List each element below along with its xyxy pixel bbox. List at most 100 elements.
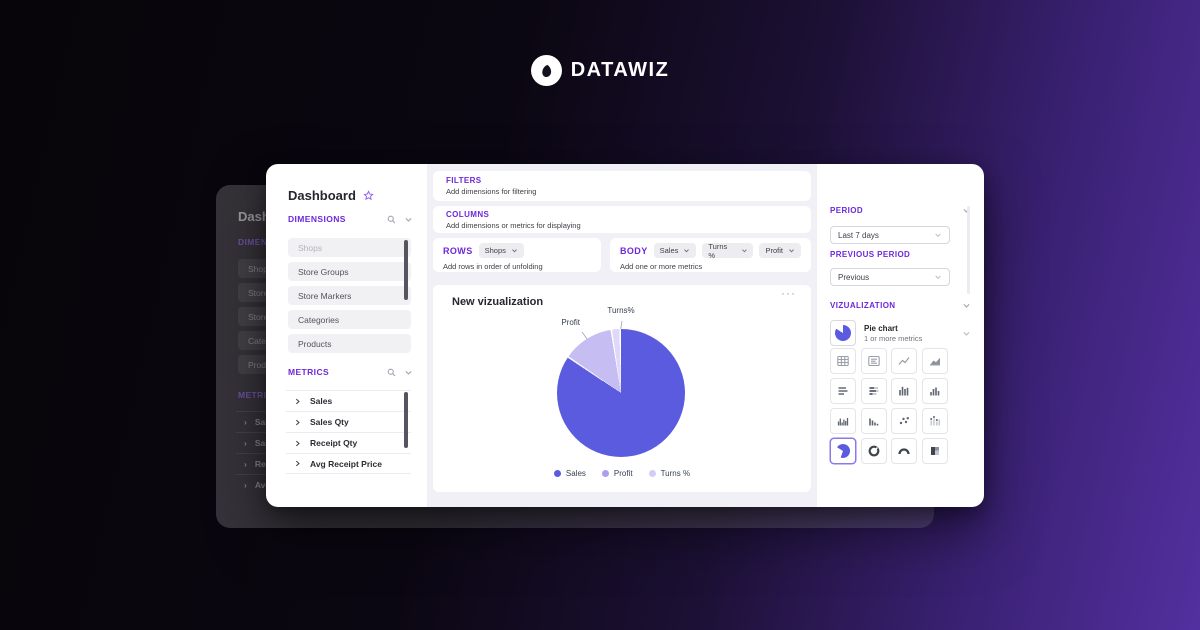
metric-label: Receipt Qty [310, 438, 358, 448]
visualization-card: New vizualization ··· Turns% Profit Sale… [433, 285, 811, 492]
selected-viz-name: Pie chart [864, 323, 898, 333]
metric-item-receipt-qty[interactable]: Receipt Qty [286, 432, 411, 453]
viz-type-donut-chart[interactable] [860, 438, 887, 464]
metric-item-sales-qty[interactable]: Sales Qty [286, 411, 411, 432]
viz-type-bar-horizontal-stacked[interactable] [860, 378, 887, 404]
chip-profit[interactable]: Profit [759, 243, 801, 258]
metric-label: Sales [310, 396, 333, 406]
viz-type-grouped-columns[interactable] [830, 408, 856, 434]
chip-label: Shops [484, 246, 506, 255]
viz-type-grid [830, 348, 948, 464]
dimension-item-products[interactable]: Products [288, 334, 411, 353]
more-options-icon[interactable]: ··· [781, 286, 796, 300]
metric-item-avg-receipt-price[interactable]: Avg Receipt Price [286, 453, 411, 474]
legend-label: Turns % [660, 469, 691, 478]
ghost-chevron: › [244, 480, 247, 490]
viz-type-area-chart[interactable] [921, 348, 948, 374]
dimension-item-shops[interactable]: Shops [288, 238, 411, 257]
viz-type-table[interactable] [830, 348, 856, 374]
selected-viz-type[interactable]: Pie chart 1 or more metrics [830, 318, 971, 348]
pie-callout-profit: Profit [561, 318, 580, 327]
legend-dot-turns [648, 470, 656, 477]
filters-dropzone[interactable]: FILTERS Add dimensions for filtering [433, 171, 811, 201]
logo-wordmark: DATAWIZ [570, 59, 670, 81]
chip-label: Turns % [708, 241, 728, 260]
metrics-scrollbar[interactable] [404, 392, 408, 448]
legend-item-turns[interactable]: Turns % [648, 469, 691, 478]
ghost-metrics-label: METRICS [238, 390, 280, 400]
viz-type-pivot-table[interactable] [860, 348, 887, 374]
chevron-right-icon[interactable] [294, 419, 301, 426]
previous-period-value: Previous [838, 272, 870, 282]
chevron-right-icon[interactable] [294, 398, 301, 405]
viz-type-column-chart[interactable] [921, 378, 948, 404]
builder-column: FILTERS Add dimensions for filtering COL… [427, 164, 817, 507]
left-panel: Dashboard DIMENSIONS Shops Store Groups … [266, 164, 427, 507]
legend-item-sales[interactable]: Sales [553, 469, 586, 478]
favorite-star-icon[interactable] [363, 190, 374, 201]
body-hint: Add one or more metrics [620, 262, 703, 271]
right-panel-scrollbar[interactable] [967, 206, 970, 294]
selected-viz-hint: 1 or more metrics [864, 333, 923, 343]
chevron-down-icon [935, 275, 941, 279]
viz-type-histogram[interactable] [891, 378, 917, 404]
chip-turns-pct[interactable]: Turns % [702, 241, 754, 260]
legend-label: Sales [565, 469, 586, 478]
viz-type-pie-chart[interactable] [830, 438, 856, 464]
filters-hint: Add dimensions for filtering [446, 187, 537, 196]
dashboard-title: Dashboard [288, 188, 356, 203]
ghost-metric: Sales [255, 417, 277, 427]
chip-label: Sales [659, 246, 679, 255]
dimension-item-categories[interactable]: Categories [288, 310, 411, 329]
metric-label: Avg Receipt Price [310, 458, 382, 469]
previous-period-select[interactable]: Previous [830, 268, 950, 286]
chevron-right-icon[interactable] [294, 460, 301, 467]
columns-label: COLUMNS [446, 210, 490, 219]
dimension-item-store-markers[interactable]: Store Markers [288, 286, 411, 305]
rows-dropzone[interactable]: ROWS Shops Add rows in order of unfoldin… [433, 238, 601, 272]
chevron-down-icon[interactable] [404, 215, 413, 224]
pie-callout-turns: Turns% [607, 306, 635, 315]
viz-type-stacked-columns[interactable] [921, 438, 948, 464]
chevron-right-icon[interactable] [294, 440, 301, 447]
legend-item-profit[interactable]: Profit [601, 469, 633, 478]
viz-type-combo-chart[interactable] [921, 408, 948, 434]
columns-dropzone[interactable]: COLUMNS Add dimensions or metrics for di… [433, 206, 811, 233]
chevron-down-icon [935, 233, 941, 237]
period-select[interactable]: Last 7 days [830, 226, 950, 244]
body-label: BODY [620, 245, 648, 256]
search-icon[interactable] [387, 215, 396, 224]
chevron-down-icon[interactable] [962, 301, 971, 310]
chip-sales[interactable]: Sales [653, 243, 697, 258]
dimensions-scrollbar[interactable] [404, 240, 408, 300]
metric-label: Sales Qty [310, 417, 349, 427]
legend-label: Profit [613, 469, 633, 478]
pie-chart[interactable] [557, 329, 685, 457]
filters-label: FILTERS [446, 176, 482, 185]
metric-item-sales[interactable]: Sales [286, 390, 411, 411]
viz-type-gauge[interactable] [891, 438, 917, 464]
rows-hint: Add rows in order of unfolding [443, 262, 543, 271]
ghost-chevron: › [244, 417, 247, 427]
chip-label: Profit [765, 246, 783, 255]
ghost-chevron: › [244, 438, 247, 448]
app-logo: DATAWIZ [0, 55, 1200, 86]
previous-period-label: PREVIOUS PERIOD [830, 250, 911, 259]
viz-type-line-chart[interactable] [891, 348, 917, 374]
body-dropzone[interactable]: BODY Sales Turns % Profit Add one or mor… [610, 238, 811, 272]
viz-type-columns-small[interactable] [860, 408, 887, 434]
viz-type-scatter-plot[interactable] [891, 408, 917, 434]
viz-type-bar-horizontal[interactable] [830, 378, 856, 404]
period-label: PERIOD [830, 206, 864, 215]
chevron-down-icon[interactable] [404, 368, 413, 377]
right-panel: PERIOD Last 7 days PREVIOUS PERIOD Previ… [817, 164, 984, 507]
chip-shops[interactable]: Shops [478, 243, 524, 258]
columns-hint: Add dimensions or metrics for displaying [446, 221, 581, 230]
dimensions-section-label: DIMENSIONS [288, 214, 346, 224]
dimension-item-store-groups[interactable]: Store Groups [288, 262, 411, 281]
legend-dot-profit [601, 470, 609, 477]
dashboard-builder-window: Dashboard DIMENSIONS Shops Store Groups … [266, 164, 984, 507]
chevron-down-icon [963, 331, 970, 336]
pie-chart-icon [830, 320, 856, 346]
search-icon[interactable] [387, 368, 396, 377]
